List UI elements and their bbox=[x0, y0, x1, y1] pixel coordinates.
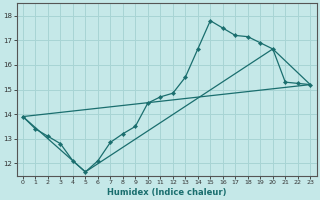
X-axis label: Humidex (Indice chaleur): Humidex (Indice chaleur) bbox=[107, 188, 226, 197]
